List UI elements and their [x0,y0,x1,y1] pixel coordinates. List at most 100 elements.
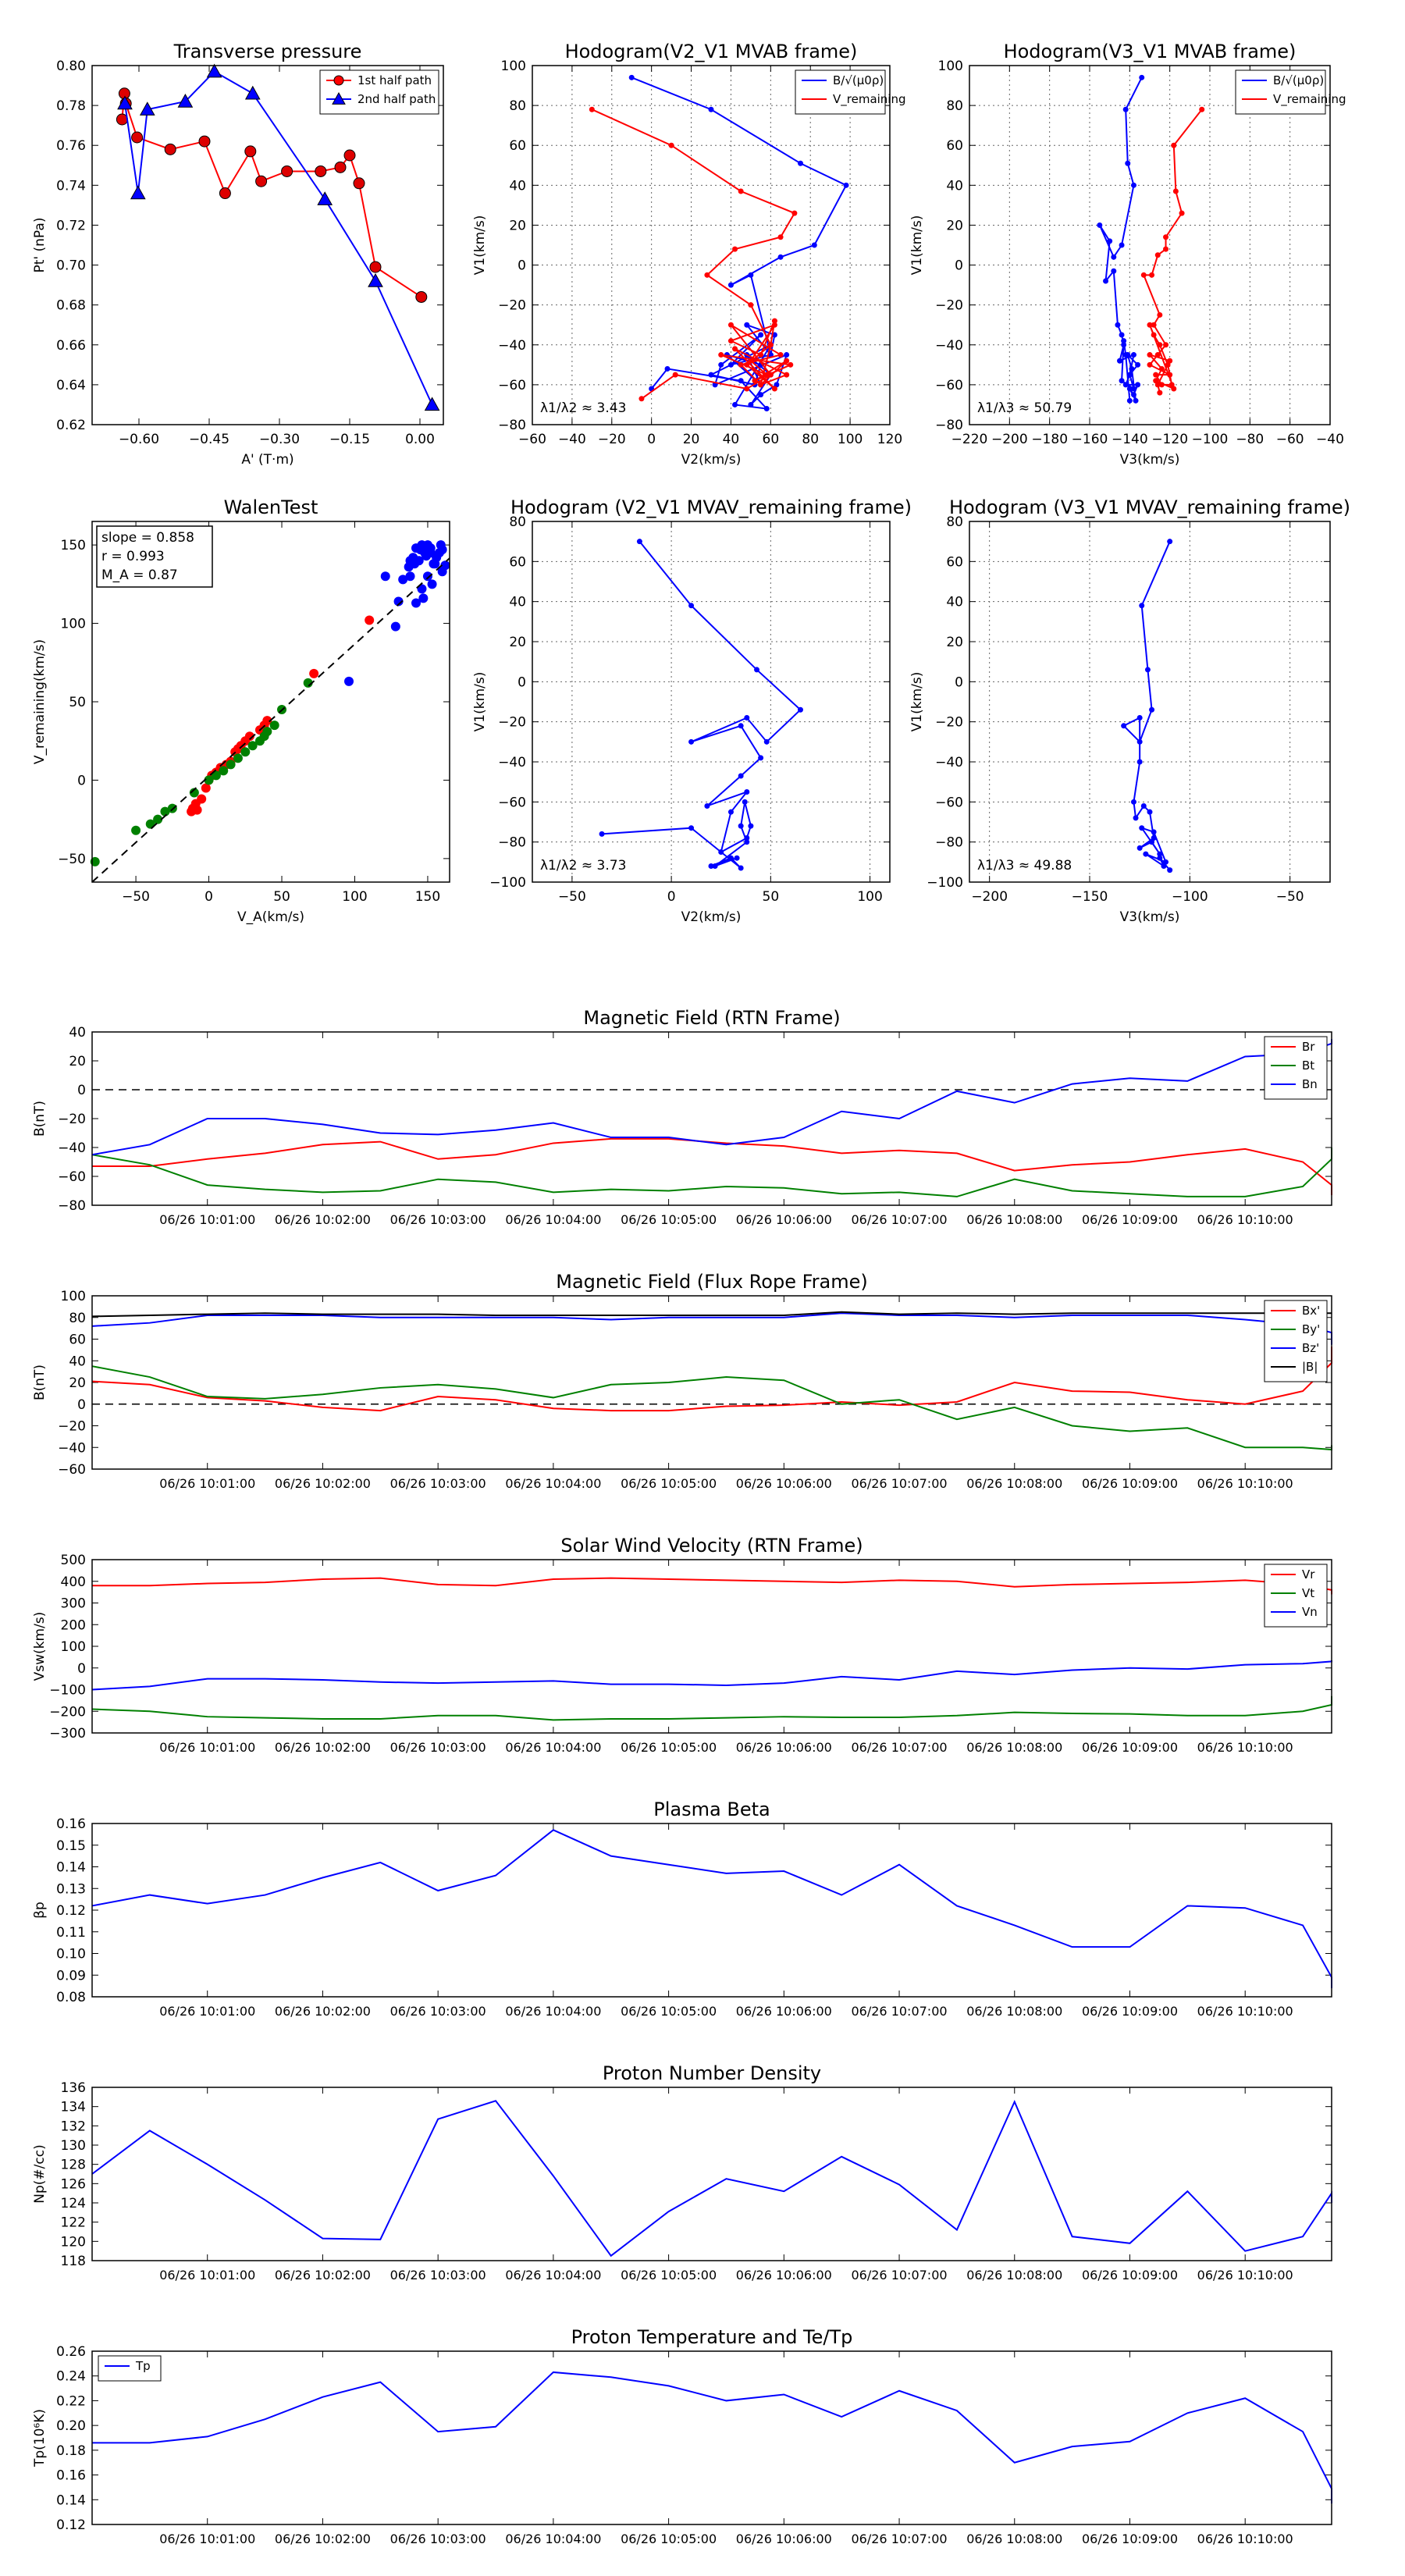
ts6-xtick-label: 06/26 10:10:00 [1197,2532,1293,2546]
h2-title: Hodogram(V3_V1 MVAB frame) [1004,41,1297,62]
pt-legend-label: 1st half path [357,73,432,87]
h1-ytick-label: 80 [509,98,526,114]
walen-series-green-points-point [153,814,163,824]
h3-ytick-label: −40 [498,755,526,770]
walen-series-green-points-point [233,753,243,763]
h4-ytick-label: 80 [946,514,963,530]
ts2-title: Magnetic Field (Flux Rope Frame) [556,1271,867,1293]
h3-xlabel: V2(km/s) [681,909,742,925]
h1-series-v-remaining-point [752,378,758,384]
h2-series-b-0--point [1111,254,1117,260]
ts1-xtick-label: 06/26 10:08:00 [966,1212,1062,1227]
ts2-ytick-label: 40 [69,1354,86,1369]
pt-series-2nd-half-path-marker [368,272,383,287]
h4-ytick-label: 40 [946,595,963,610]
walen-axes-frame [91,521,450,883]
h1-series-v-remaining-point [784,358,790,364]
h2-series-v-remaining-point [1172,188,1179,194]
ts4-xtick-label: 06/26 10:02:00 [275,2004,371,2019]
ts3-legend-label: Vt [1302,1586,1314,1600]
h1-xtick-label: −60 [518,432,546,447]
ts6-ytick-label: 0.20 [56,2418,86,2434]
h4-series-v-remaining-point [1140,802,1147,809]
h3-ratio-annotation: λ1/λ2 ≈ 3.73 [540,858,626,873]
h1-legend-label: B/√(μ0ρ) [833,73,884,87]
walen-series-red-points-point [197,794,207,804]
h1-ytick-label: −20 [498,298,526,314]
h1-series-b-0--point [738,378,744,384]
pt-series-1st-half-path-marker [369,261,382,273]
h2-series-v-remaining-point [1151,332,1157,338]
ts6-xtick-label: 06/26 10:09:00 [1082,2532,1178,2546]
h2-series-b-0--point [1126,397,1133,404]
pt-xtick-label: −0.15 [329,432,370,447]
pt-series-1st-half-path-marker [164,143,176,155]
h2-series-v-remaining-point [1154,382,1161,388]
ts1-legend-label: Br [1302,1040,1315,1054]
pt-series-1st-half-path-marker [255,175,268,187]
walen-xtick-label: −50 [122,889,150,905]
ts3-ytick-label: 500 [61,1553,86,1568]
walen-stats-box [96,525,213,588]
walen-ytick-label: 50 [69,695,86,710]
h2-ytick-label: 20 [946,218,963,233]
h4-series-v-remaining-point [1136,759,1143,765]
walen-series-blue-points-point [344,676,354,686]
h4-series-v-remaining-point [1121,723,1127,729]
h2-series-v-remaining-point [1163,234,1169,240]
ts2-legend-label: By' [1302,1322,1320,1336]
h2-series-v-remaining-point [1140,272,1147,278]
h2-series-b-0--point [1115,322,1121,328]
h2-series-b-0--point [1133,397,1139,404]
h2-series-b-0--point [1126,372,1133,378]
walen-xtick-label: 150 [415,889,440,905]
walen-xtick-label: 0 [205,889,213,905]
ts2-series--b- [91,1311,1332,1318]
h2-series-b-0--point [1121,338,1127,344]
walen-series-blue-points-point [398,575,408,585]
walen-xtick-label: 100 [342,889,367,905]
pt-series-1st-half-path-marker [198,135,211,148]
h1-series-b-0--point [708,106,714,112]
ts6-title: Proton Temperature and Te/Tp [571,2326,853,2348]
h1-axes-frame [532,65,891,425]
pt-xtick-label: −0.60 [119,432,159,447]
walen-series-blue-points-point [380,571,390,582]
h3-ytick-label: −60 [498,795,526,810]
ts6-xtick-label: 06/26 10:02:00 [275,2532,371,2546]
h1-ytick-label: 20 [509,218,526,233]
walen-series-green-points-point [226,760,236,770]
h2-ratio-annotation: λ1/λ3 ≈ 50.79 [977,400,1072,416]
h3-title: Hodogram (V2_V1 MVAV_remaining frame) [510,496,912,518]
h3-series-v-remaining-point [718,849,724,855]
h2-series-v-remaining-point [1158,365,1165,372]
h3-ytick-label: −80 [498,835,526,851]
ts2-xtick-label: 06/26 10:04:00 [505,1476,601,1491]
h1-series-b-0--point [811,242,817,248]
pt-legend-marker [333,75,344,86]
h1-xtick-label: 100 [838,432,863,447]
pt-series-1st-half-path-marker [131,131,144,144]
ts1-legend-label: Bt [1302,1059,1314,1073]
h2-ytick-label: −80 [935,418,963,433]
ts6-ytick-label: 0.18 [56,2443,86,2459]
ts3-ytick-label: 0 [77,1661,86,1677]
walen-series-blue-points-point [411,598,422,608]
ts3-ytick-label: 400 [61,1574,86,1590]
walen-series-blue-points-point [415,545,425,555]
h1-series-v-remaining-point [771,318,777,324]
walen-fit-line [91,557,450,883]
walen-series-blue-points-point [436,540,446,550]
h1-series-v-remaining-point [748,302,754,308]
h2-series-v-remaining-point [1167,372,1173,378]
pt-legend-marker [332,91,346,105]
h4-series-v-remaining-point [1136,715,1143,721]
h2-series-v-remaining-point [1157,342,1163,348]
h3-series-v-remaining-point [763,738,770,745]
ts1-ylabel: B(nT) [32,1101,48,1137]
h2-ytick-label: −40 [935,338,963,354]
h2-xtick-label: −160 [1072,432,1108,447]
h4-series-v-remaining-point [1161,863,1167,869]
h3-series-v-remaining-point [744,839,750,845]
